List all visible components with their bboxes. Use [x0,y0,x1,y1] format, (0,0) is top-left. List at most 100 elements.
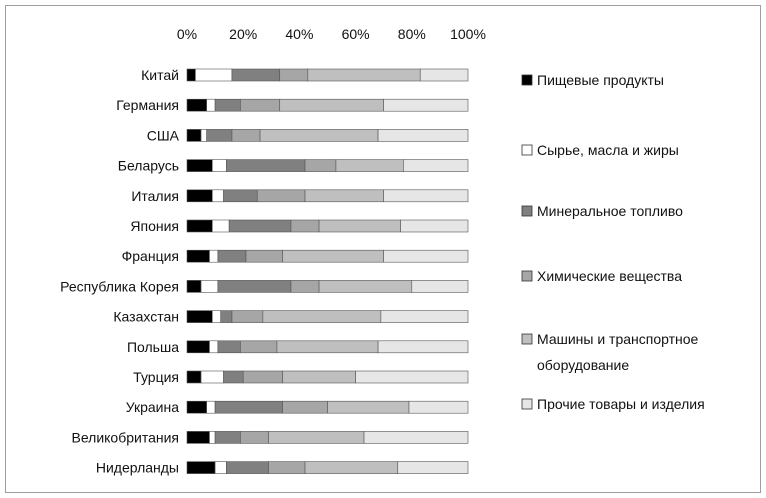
bar-segment [186,461,216,474]
bar-segment [400,219,469,233]
bar-segment [240,431,269,444]
legend: Пищевые продукты Сырье, масла и жиры Минер… [521,72,705,412]
category-label: Япония [130,218,179,234]
bar-segment [380,310,469,323]
bar-segment [223,189,258,203]
category-label: Казахстан [113,309,179,325]
bar-segment [206,129,233,142]
bar-segment [403,159,469,172]
bar-segment [231,68,281,82]
legend-label: Химические вещества [537,268,682,284]
category-label: Великобритания [71,429,179,445]
bar-segment [209,249,219,263]
category-label: Турция [133,369,179,385]
bar-segment [307,68,421,82]
bar-segment [186,310,213,323]
bar-segment [186,249,210,263]
bar-segment [186,340,210,354]
legend-swatch [521,333,533,345]
bar-segment [268,431,365,444]
bar-segment [186,431,210,444]
bar-segment [408,400,469,414]
legend-label: Сырье, масла и жиры [537,142,679,158]
bar-segment [377,340,469,354]
bars [186,68,469,474]
bar-segment [262,310,382,323]
category-label: Польша [127,339,179,355]
category-label: США [147,127,180,143]
bar-segment [206,98,216,112]
bar-segment [304,461,399,474]
legend-swatch [521,205,533,217]
bar-segment [282,370,356,384]
bar-segment [259,129,379,142]
legend-swatch [521,398,533,410]
bar-segment [220,310,233,323]
bar-segment [186,159,213,172]
bar-segment [231,129,261,142]
bar-segment [411,280,469,293]
bar-segment [217,340,241,354]
category-label: Италия [131,188,179,204]
bar-segment [217,280,292,293]
x-axis-ticks: 0% 20% 40% 60% 80% 100% [177,26,486,42]
bar-segment [206,400,216,414]
bar-segment [209,431,216,444]
bar-segment [214,98,241,112]
bar-segment [377,129,469,142]
bar-segment [186,98,207,112]
bar-segment [240,98,281,112]
category-label: Германия [116,97,179,113]
bar-segment [200,280,219,293]
category-label: Беларусь [118,158,179,174]
bar-segment [318,280,413,293]
legend-label: Пищевые продукты [537,72,664,88]
bar-segment [383,98,469,112]
bar-segment [279,98,385,112]
x-tick-label: 40% [285,26,313,42]
legend-label: Машины и транспортное оборудование [537,331,699,373]
bar-segment [223,370,244,384]
bar-segment [282,400,328,414]
legend-swatch [521,270,533,282]
bar-segment [186,219,213,233]
bar-segment [290,219,320,233]
bar-segment [279,68,309,82]
bar-segment [217,249,247,263]
bar-segment [186,68,196,82]
bar-segment [211,189,224,203]
bar-segment [256,189,306,203]
bar-segment [242,370,283,384]
legend-label: Минеральное топливо [537,203,683,219]
category-label: Украина [126,399,180,415]
bar-segment [276,340,379,354]
bar-segment [226,461,269,474]
bar-segment [419,68,469,82]
bar-segment [186,129,202,142]
bar-segment [226,159,306,172]
bar-segment [245,249,283,263]
x-tick-label: 100% [450,26,486,42]
bar-segment [211,219,230,233]
bar-segment [195,68,233,82]
bar-segment [327,400,410,414]
legend-swatch [521,144,533,156]
bar-segment [200,370,224,384]
bar-segment [200,129,207,142]
bar-segment [318,219,401,233]
bar-segment [383,249,469,263]
bar-segment [268,461,306,474]
bar-segment [186,280,202,293]
bar-segment [335,159,404,172]
bar-segment [240,340,278,354]
category-label: Республика Корея [60,278,179,294]
category-label: Китай [141,67,179,83]
bar-segment [209,340,219,354]
x-tick-label: 60% [342,26,370,42]
bar-segment [186,400,207,414]
bar-segment [282,249,385,263]
bar-segment [304,159,337,172]
legend-swatch [521,74,533,86]
category-labels: Китай Германия США Беларусь Италия Япония Фран… [60,67,180,476]
